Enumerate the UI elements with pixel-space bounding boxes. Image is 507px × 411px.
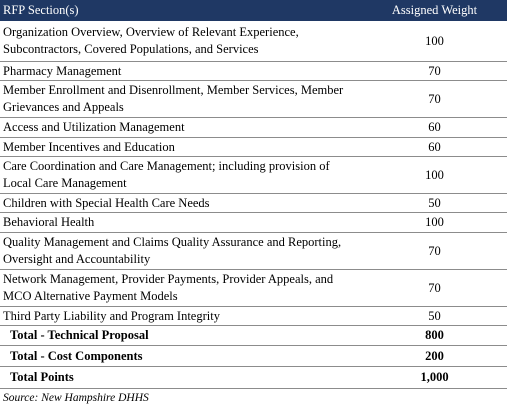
weight-cell: 60 [428,139,441,154]
section-cell: Care Coordination and Care Management; i… [3,159,330,190]
section-cell: Total - Cost Components [10,348,143,363]
section-cell: Pharmacy Management [3,63,122,78]
total-row: Total - Technical Proposal 800 [0,326,507,346]
weight-cell: 60 [428,120,441,134]
table-row: Third Party Liability and Program Integr… [0,307,507,326]
section-cell: Children with Special Health Care Needs [3,195,210,210]
weight-cell: 70 [428,280,441,295]
weight-cell: 50 [428,308,441,323]
total-row: Total - Cost Components 200 [0,346,507,367]
section-cell: Behavioral Health [3,215,95,229]
weight-cell: 100 [425,33,444,48]
section-cell: Quality Management and Claims Quality As… [3,235,342,266]
table-row: Member Incentives and Education 60 [0,138,507,157]
section-cell: Member Enrollment and Disenrollment, Mem… [3,83,344,114]
section-cell: Member Incentives and Education [3,139,175,154]
table-row: Network Management, Provider Payments, P… [0,270,507,307]
section-cell: Access and Utilization Management [3,120,185,134]
total-row: Total Points 1,000 [0,367,507,389]
source-note: Source: New Hampshire DHHS [3,392,149,404]
table-row: Behavioral Health 100 [0,213,507,233]
section-cell: Organization Overview, Overview of Relev… [3,25,299,56]
section-cell: Network Management, Provider Payments, P… [3,272,334,303]
table-row: Quality Management and Claims Quality As… [0,233,507,270]
table-row: Access and Utilization Management 60 [0,118,507,138]
table-row: Member Enrollment and Disenrollment, Mem… [0,81,507,118]
weight-cell: 70 [428,91,441,106]
table-row: Care Coordination and Care Management; i… [0,157,507,194]
table-row: Pharmacy Management 70 [0,62,507,81]
header-section: RFP Section(s) [3,3,79,17]
weight-cell: 50 [428,195,441,210]
table-row: Children with Special Health Care Needs 5… [0,194,507,213]
section-cell: Total Points [10,370,74,384]
weight-cell: 100 [425,215,444,229]
header-weight: Assigned Weight [391,3,478,17]
weight-cell: 1,000 [420,370,449,384]
weight-cell: 200 [425,348,444,363]
section-cell: Third Party Liability and Program Integr… [3,308,220,323]
header-row: RFP Section(s) Assigned Weight [0,0,507,21]
table-row: Organization Overview, Overview of Relev… [0,21,507,62]
weight-cell: 800 [425,328,444,342]
weight-cell: 70 [428,243,441,258]
weight-cell: 100 [425,167,444,182]
section-cell: Total - Technical Proposal [10,328,149,342]
weight-cell: 70 [428,63,441,78]
